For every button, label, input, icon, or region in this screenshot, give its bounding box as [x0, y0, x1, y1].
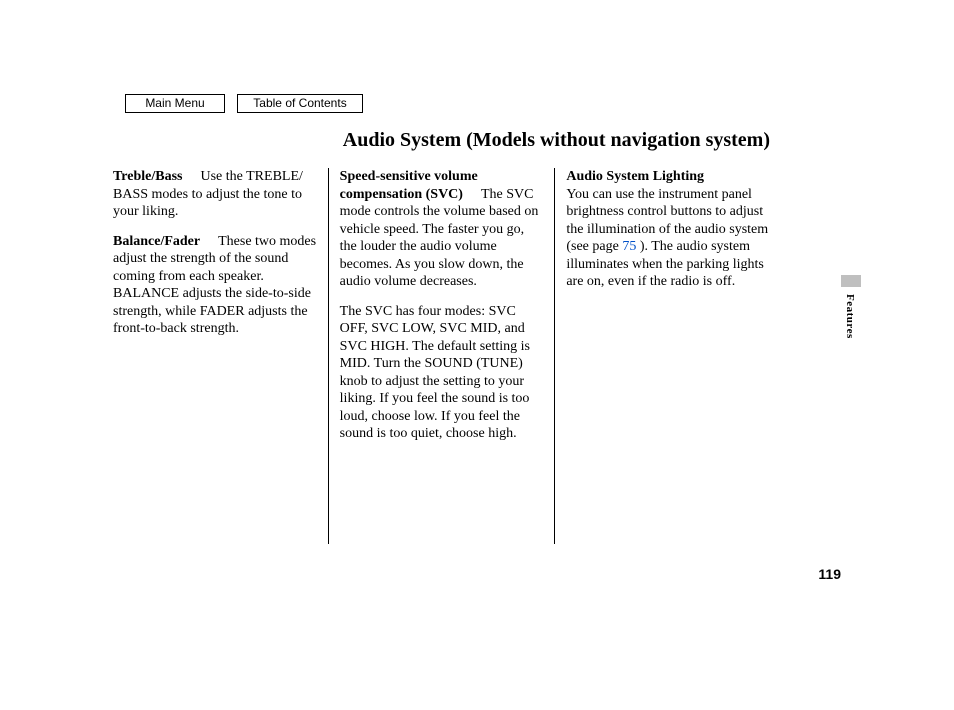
balance-fader-paragraph: Balance/FaderThese two modes adjust the … [113, 233, 317, 338]
svc-heading: Speed-sensitive volume compensation (SVC… [340, 169, 478, 202]
svc-modes-body: The SVC has four modes: SVC OFF, SVC LOW… [340, 304, 530, 442]
treble-bass-paragraph: Treble/BassUse the TREBLE/ BASS modes to… [113, 168, 317, 221]
page-number: 119 [818, 566, 841, 584]
section-tab-label: Features [842, 294, 856, 339]
content-columns: Treble/BassUse the TREBLE/ BASS modes to… [113, 168, 770, 544]
svc-modes-paragraph: The SVC has four modes: SVC OFF, SVC LOW… [340, 303, 544, 443]
manual-page: Main Menu Table of Contents Audio System… [0, 0, 954, 710]
table-of-contents-button[interactable]: Table of Contents [237, 94, 363, 113]
section-tab-marker [841, 275, 861, 287]
column-3: Audio System Lighting You can use the in… [554, 168, 770, 544]
column-1: Treble/BassUse the TREBLE/ BASS modes to… [113, 168, 328, 544]
svc-intro-paragraph: Speed-sensitive volume compensation (SVC… [340, 168, 544, 291]
column-2: Speed-sensitive volume compensation (SVC… [328, 168, 555, 544]
treble-bass-heading: Treble/Bass [113, 169, 183, 184]
lighting-heading: Audio System Lighting [566, 169, 704, 184]
lighting-paragraph: Audio System Lighting You can use the in… [566, 168, 770, 291]
balance-fader-heading: Balance/Fader [113, 234, 200, 249]
page-title: Audio System (Models without navigation … [0, 128, 770, 153]
nav-button-row: Main Menu Table of Contents [125, 94, 363, 113]
main-menu-button[interactable]: Main Menu [125, 94, 225, 113]
page-75-link[interactable]: 75 [622, 239, 636, 254]
